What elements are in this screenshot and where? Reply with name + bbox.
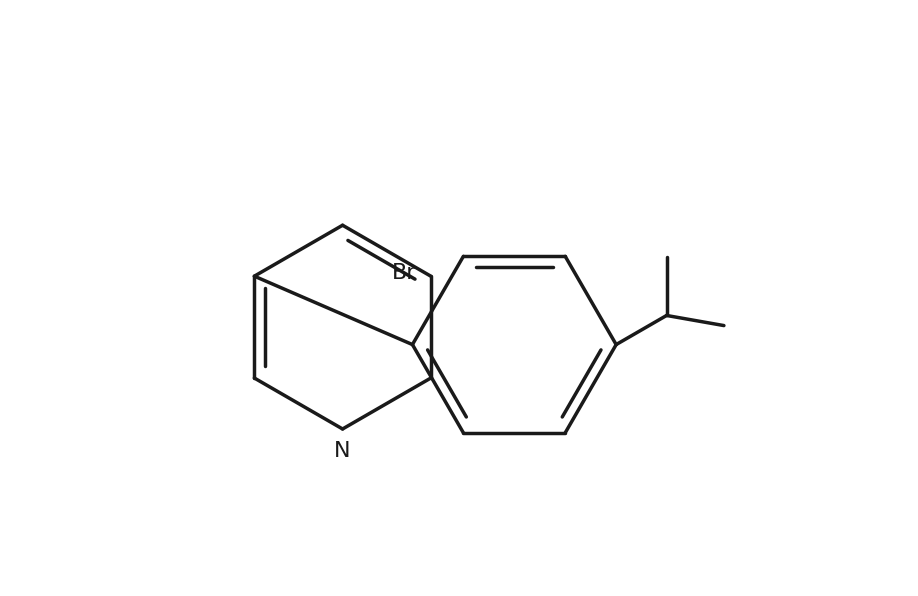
Text: Br: Br bbox=[392, 263, 416, 283]
Text: N: N bbox=[334, 440, 351, 461]
